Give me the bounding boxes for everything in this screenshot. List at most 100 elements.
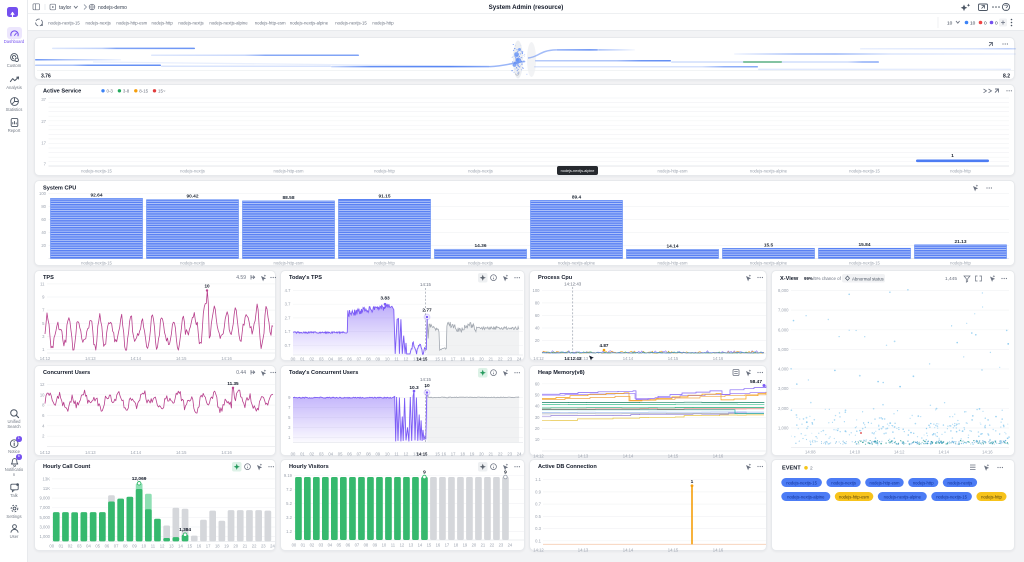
svg-text:15: 15 [435, 452, 440, 457]
svg-text:2,000: 2,000 [778, 406, 789, 411]
svg-text:14:12: 14:12 [40, 356, 51, 361]
svg-text:50: 50 [535, 393, 540, 398]
svg-text:21: 21 [488, 357, 493, 362]
svg-text:nodejs-nextjs: nodejs-nextjs [468, 169, 493, 174]
svg-text:1: 1 [691, 479, 694, 485]
svg-text:3,000: 3,000 [778, 386, 789, 391]
svg-text:nodejs-nextjs-15: nodejs-nextjs-15 [849, 169, 880, 174]
svg-text:11: 11 [391, 543, 396, 548]
svg-text:14:14: 14:14 [938, 450, 949, 455]
svg-text:1,384: 1,384 [179, 527, 191, 533]
svg-text:09: 09 [375, 357, 380, 362]
svg-text:15~: 15~ [158, 89, 166, 94]
svg-text:12: 12 [404, 452, 409, 457]
svg-text:Heap Memory(v8): Heap Memory(v8) [538, 370, 585, 376]
svg-text:20: 20 [472, 543, 477, 548]
svg-text:8: 8 [42, 403, 45, 408]
svg-text:3,000: 3,000 [40, 525, 51, 530]
svg-text:10: 10 [385, 452, 390, 457]
svg-text:14:15: 14:15 [417, 452, 428, 457]
svg-text:nodejs-http: nodejs-http [950, 261, 971, 266]
svg-text:0: 0 [984, 21, 987, 27]
svg-text:14:16: 14:16 [221, 356, 232, 361]
svg-text:nodejs-http-esm: nodejs-http-esm [869, 480, 900, 485]
svg-text:3.83: 3.83 [380, 296, 390, 302]
svg-text:04: 04 [86, 544, 91, 549]
svg-text:0: 0 [995, 21, 998, 27]
svg-text:0.3: 0.3 [535, 526, 541, 531]
svg-text:nodejs-nextjs-15: nodejs-nextjs-15 [849, 261, 880, 266]
svg-text:07: 07 [114, 544, 119, 549]
svg-text:Today's TPS: Today's TPS [289, 275, 322, 281]
svg-text:1,445: 1,445 [945, 276, 957, 282]
svg-text:7: 7 [42, 308, 45, 313]
svg-text:16: 16 [197, 544, 202, 549]
svg-text:14:15: 14:15 [176, 450, 187, 455]
svg-text:23: 23 [499, 543, 504, 548]
svg-text:14:16: 14:16 [713, 454, 724, 459]
svg-text:02: 02 [309, 357, 314, 362]
svg-text:22: 22 [490, 543, 495, 548]
svg-text:5: 5 [42, 321, 45, 326]
svg-text:07: 07 [357, 452, 362, 457]
svg-text:17: 17 [451, 357, 456, 362]
svg-text:14:12: 14:12 [40, 450, 51, 455]
svg-text:23: 23 [507, 357, 512, 362]
svg-text:nodejs-nextjs-alpine: nodejs-nextjs-alpine [750, 261, 788, 266]
svg-text:05: 05 [337, 543, 342, 548]
svg-text:System Admin (resource): System Admin (resource) [489, 4, 564, 11]
svg-text:04: 04 [328, 543, 333, 548]
svg-text:14.36: 14.36 [474, 243, 486, 249]
svg-text:14:12:43: 14:12:43 [564, 282, 582, 287]
svg-text:24: 24 [508, 543, 513, 548]
svg-text:24: 24 [270, 544, 275, 549]
svg-text:3.7: 3.7 [285, 302, 291, 307]
svg-text:07: 07 [357, 357, 362, 362]
svg-text:nodejs-nextjs: nodejs-nextjs [948, 480, 973, 485]
svg-text:09: 09 [375, 452, 380, 457]
svg-text:12: 12 [160, 544, 165, 549]
svg-text:Hourly Call Count: Hourly Call Count [43, 464, 90, 470]
svg-text:Process Cpu: Process Cpu [538, 275, 573, 281]
svg-text:58.47: 58.47 [750, 379, 762, 385]
svg-text:nodejs-nextjs: nodejs-nextjs [180, 261, 205, 266]
svg-text:14:16: 14:16 [221, 450, 232, 455]
svg-text:15: 15 [187, 544, 192, 549]
svg-text:14:08: 14:08 [805, 450, 816, 455]
svg-text:19: 19 [224, 544, 229, 549]
svg-text:0.5: 0.5 [535, 514, 541, 519]
svg-text:23: 23 [507, 452, 512, 457]
svg-text:11: 11 [394, 357, 399, 362]
svg-text:21.13: 21.13 [954, 239, 966, 245]
svg-text:nodejs-http-esm: nodejs-http-esm [657, 261, 688, 266]
svg-text:0.44: 0.44 [236, 370, 246, 376]
svg-text:40: 40 [41, 230, 46, 235]
svg-text:3: 3 [288, 425, 291, 430]
svg-text:11: 11 [40, 281, 45, 286]
svg-text:01: 01 [300, 452, 305, 457]
svg-text:15.5: 15.5 [764, 242, 774, 248]
svg-text:8,000: 8,000 [778, 288, 789, 293]
svg-text:99%: 99% [804, 276, 813, 281]
svg-text:14:15: 14:15 [420, 377, 432, 382]
svg-text:00: 00 [292, 543, 297, 548]
svg-text:16: 16 [436, 543, 441, 548]
svg-text:10: 10 [385, 357, 390, 362]
svg-text:1.2: 1.2 [286, 529, 292, 534]
svg-text:91.15: 91.15 [378, 193, 390, 199]
svg-text:21: 21 [488, 452, 493, 457]
svg-text:17: 17 [451, 452, 456, 457]
svg-text:7,000: 7,000 [778, 308, 789, 313]
svg-text:System CPU: System CPU [43, 186, 76, 192]
svg-text:nodejs-nextjs-alpine: nodejs-nextjs-alpine [884, 494, 922, 499]
svg-text:13: 13 [413, 357, 418, 362]
svg-text:6,000: 6,000 [778, 327, 789, 332]
svg-text:nodejs-http: nodejs-http [950, 169, 971, 174]
svg-text:17: 17 [445, 543, 450, 548]
svg-text:19: 19 [470, 452, 475, 457]
svg-text:nodejs-nextjs: nodejs-nextjs [178, 21, 203, 26]
svg-text:06: 06 [347, 357, 352, 362]
svg-text:TPS: TPS [43, 275, 54, 281]
svg-text:14:13: 14:13 [85, 356, 96, 361]
svg-text:Concurrent Users: Concurrent Users [43, 370, 90, 376]
